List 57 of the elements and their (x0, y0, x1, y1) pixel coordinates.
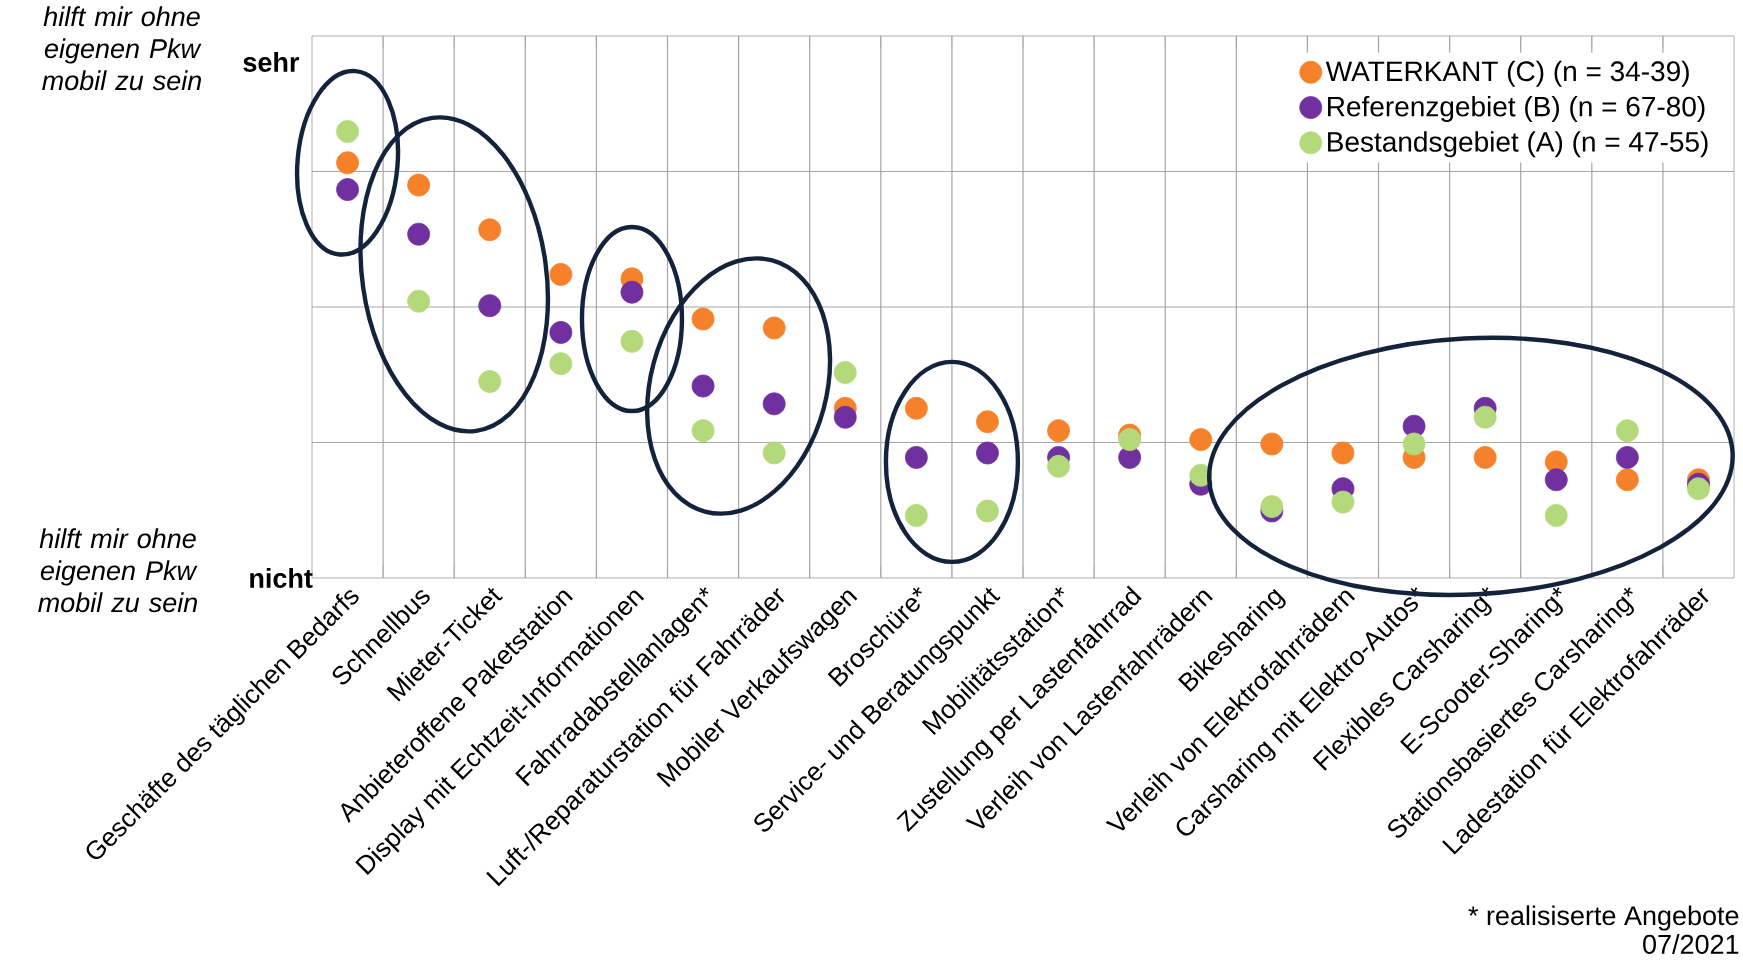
point (904, 446, 928, 469)
point (1047, 454, 1070, 478)
point (762, 316, 786, 340)
legend-label: Bestandsgebiet (A) (n = 47-55) (1328, 131, 1708, 158)
text: hilft mir ohne eigenen Pkw mobil zu sein (38, 528, 198, 613)
point (1118, 446, 1142, 469)
point (1402, 432, 1426, 456)
point (336, 120, 359, 143)
point (549, 263, 573, 286)
point (336, 151, 359, 175)
point (691, 374, 715, 398)
point (1473, 405, 1497, 429)
point (762, 392, 786, 416)
legend-label: WATERKANT (C) (n = 34-39) (1325, 60, 1689, 87)
point (1331, 490, 1355, 514)
point (1615, 419, 1639, 443)
point (549, 352, 573, 376)
point (1260, 495, 1284, 518)
point (1260, 432, 1284, 456)
point (1402, 414, 1426, 438)
point (976, 441, 999, 465)
point (620, 329, 644, 353)
point (1615, 468, 1639, 492)
point (478, 294, 502, 318)
point (762, 441, 786, 465)
legend-label: Referenzgebiet (B) (n = 67-80) (1328, 95, 1705, 123)
point (478, 370, 502, 393)
point (1331, 441, 1355, 465)
point (407, 173, 431, 197)
text: 07/2021 (1643, 934, 1739, 954)
point (691, 307, 715, 331)
annotation: nicht (250, 568, 313, 588)
point (336, 178, 359, 201)
point (833, 361, 857, 385)
text: hilft mir ohne eigenen Pkw mobil zu sein (42, 6, 202, 91)
point (1047, 419, 1070, 443)
point (1189, 428, 1213, 451)
point (1118, 428, 1142, 451)
point (904, 504, 928, 527)
point (1615, 446, 1639, 469)
point (1544, 504, 1568, 527)
point (549, 321, 573, 344)
point (1544, 450, 1568, 474)
point (833, 405, 857, 429)
point (1473, 446, 1497, 469)
point (1544, 468, 1568, 492)
point (478, 218, 502, 242)
point (976, 499, 999, 523)
text: * realisiserte Angebote (1468, 905, 1739, 931)
point (1687, 477, 1710, 501)
point (904, 396, 928, 420)
point (407, 222, 431, 246)
point (620, 280, 644, 304)
text: sehr (243, 52, 300, 72)
point (691, 419, 715, 443)
point (976, 410, 999, 434)
point (407, 289, 431, 313)
